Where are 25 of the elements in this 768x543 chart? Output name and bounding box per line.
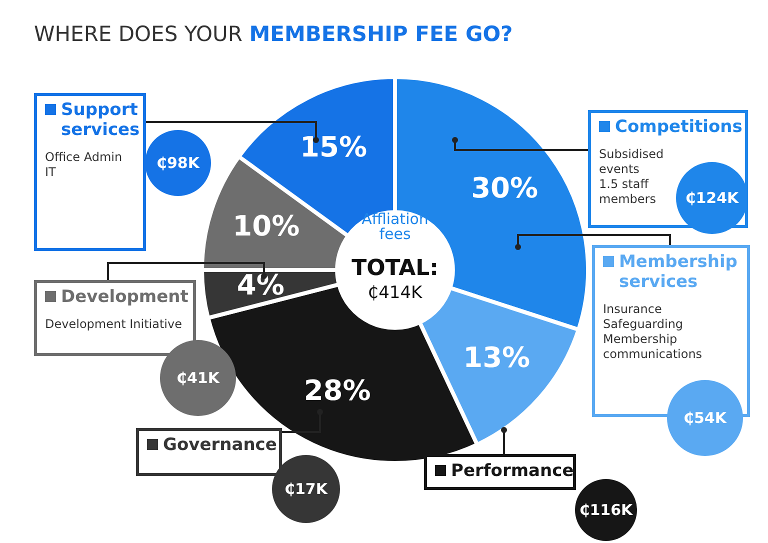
legend-label: Performance xyxy=(451,461,574,481)
data-label: 28% xyxy=(304,374,371,407)
data-label: 15% xyxy=(300,130,368,164)
text: ₵41K xyxy=(160,340,236,416)
legend-label: Membership services xyxy=(619,252,738,292)
text: ₵17K xyxy=(272,455,340,523)
legend-label: Support services xyxy=(61,100,140,140)
chart-title: WHERE DOES YOUR MEMBERSHIP FEE GO? xyxy=(34,22,513,46)
legend-label: Governance xyxy=(163,435,277,455)
text: ₵54K xyxy=(667,380,743,456)
data-label: 4% xyxy=(236,268,284,302)
data-label: 10% xyxy=(232,209,300,242)
text: ₵116K xyxy=(575,479,637,541)
text: ₵414K xyxy=(366,283,424,303)
text: Office Admin IT xyxy=(45,150,124,180)
text: TOTAL: xyxy=(350,256,440,281)
text: Development Initiative xyxy=(45,317,183,332)
text: Subsidised events 1.5 staff members xyxy=(599,147,664,206)
legend-label: Development xyxy=(61,287,188,307)
text: ₵124K xyxy=(676,162,748,234)
text: Insurance Safeguarding Membership communications xyxy=(603,302,704,362)
legend-label: Competitions xyxy=(615,117,742,137)
text: ₵98K xyxy=(145,130,211,196)
data-label: 13% xyxy=(463,340,530,374)
data-label: 30% xyxy=(471,172,538,205)
